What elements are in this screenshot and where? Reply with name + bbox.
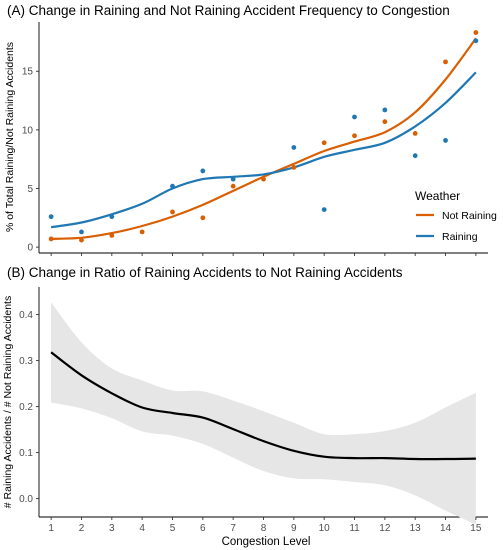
point-raining	[352, 114, 357, 120]
legend: Weather Not Raining Raining	[415, 189, 497, 243]
y-tick-label: 0.1	[19, 448, 33, 459]
x-tick-label: 14	[440, 523, 452, 534]
point-raining	[170, 183, 175, 189]
x-tick-label: 1	[48, 523, 54, 534]
panel-a-chart: % of Total Raining/Not Raining Accidents…	[4, 22, 488, 256]
x-tick-label: 12	[379, 523, 391, 534]
legend-label-raining: Raining	[442, 231, 478, 243]
point-raining	[382, 107, 388, 113]
point-not-raining	[79, 237, 84, 243]
y-tick-label: 0	[27, 243, 33, 254]
panel-b-y-ticks: 0.0 0.1 0.2 0.3 0.4	[19, 310, 39, 505]
y-tick-label: 0.2	[19, 402, 33, 413]
smooth-line-raining	[50, 71, 477, 229]
panel-a-y-label: % of Total Raining/Not Raining Accidents	[4, 42, 16, 232]
panel-a-smooth-lines	[50, 37, 477, 240]
y-tick-label: 10	[22, 125, 34, 136]
point-not-raining	[48, 236, 54, 242]
x-tick-label: 15	[470, 523, 482, 534]
point-raining	[79, 229, 84, 235]
point-not-raining	[200, 215, 206, 221]
point-not-raining	[473, 30, 479, 35]
y-tick-label: 0.4	[19, 310, 33, 321]
point-not-raining	[109, 233, 115, 238]
x-tick-label: 6	[200, 523, 206, 534]
panel-a-title: (A) Change in Raining and Not Raining Ac…	[7, 3, 450, 18]
point-not-raining	[170, 209, 175, 215]
point-not-raining	[382, 119, 388, 125]
x-tick-label: 5	[170, 523, 176, 534]
y-tick-label: 5	[27, 184, 33, 195]
point-raining	[473, 38, 479, 44]
x-tick-label: 10	[319, 523, 331, 534]
point-not-raining	[321, 140, 327, 146]
legend-label-not-raining: Not Raining	[442, 210, 497, 222]
legend-title: Weather	[415, 189, 460, 203]
panel-b-x-ticks: 1 2 3 4 5 6 7 8 9 10 11 12 13 14 15	[48, 517, 482, 534]
panel-a-points	[48, 30, 479, 243]
panel-b-title: (B) Change in Ratio of Raining Accidents…	[7, 265, 403, 280]
x-tick-label: 2	[79, 523, 85, 534]
smooth-line-not-raining	[51, 37, 477, 240]
point-raining	[200, 168, 206, 174]
point-raining	[412, 153, 418, 159]
panel-b-x-label: Congestion Level	[222, 536, 311, 548]
point-not-raining	[443, 59, 448, 65]
y-tick-label: 15	[22, 67, 34, 78]
confidence-band	[51, 302, 476, 525]
y-tick-label: 0.3	[19, 356, 33, 367]
x-tick-label: 8	[261, 523, 267, 534]
x-tick-label: 7	[230, 523, 236, 534]
panel-b-y-label: # Raining Accidents / # Not Raining Acci…	[2, 296, 14, 508]
y-tick-label: 0.0	[19, 494, 33, 505]
point-raining	[443, 138, 448, 143]
panel-a-y-ticks: 0 5 10 15	[22, 67, 39, 254]
point-not-raining	[412, 130, 418, 136]
point-raining	[321, 207, 327, 213]
point-not-raining	[230, 183, 236, 189]
point-raining	[48, 214, 54, 220]
panel-b-chart: # Raining Accidents / # Not Raining Acci…	[2, 287, 488, 548]
point-raining	[230, 176, 236, 182]
x-tick-label: 4	[139, 523, 145, 534]
ratio-line	[50, 351, 476, 461]
point-raining	[291, 145, 297, 150]
x-tick-label: 3	[109, 523, 115, 534]
point-not-raining	[261, 176, 266, 182]
point-not-raining	[291, 165, 297, 170]
point-not-raining	[139, 229, 145, 235]
x-tick-label: 9	[291, 523, 297, 534]
point-raining	[109, 214, 115, 220]
point-not-raining	[352, 133, 357, 139]
x-tick-label: 11	[349, 523, 360, 534]
panel-a-x-ticks	[50, 253, 477, 256]
x-tick-label: 13	[410, 523, 422, 534]
